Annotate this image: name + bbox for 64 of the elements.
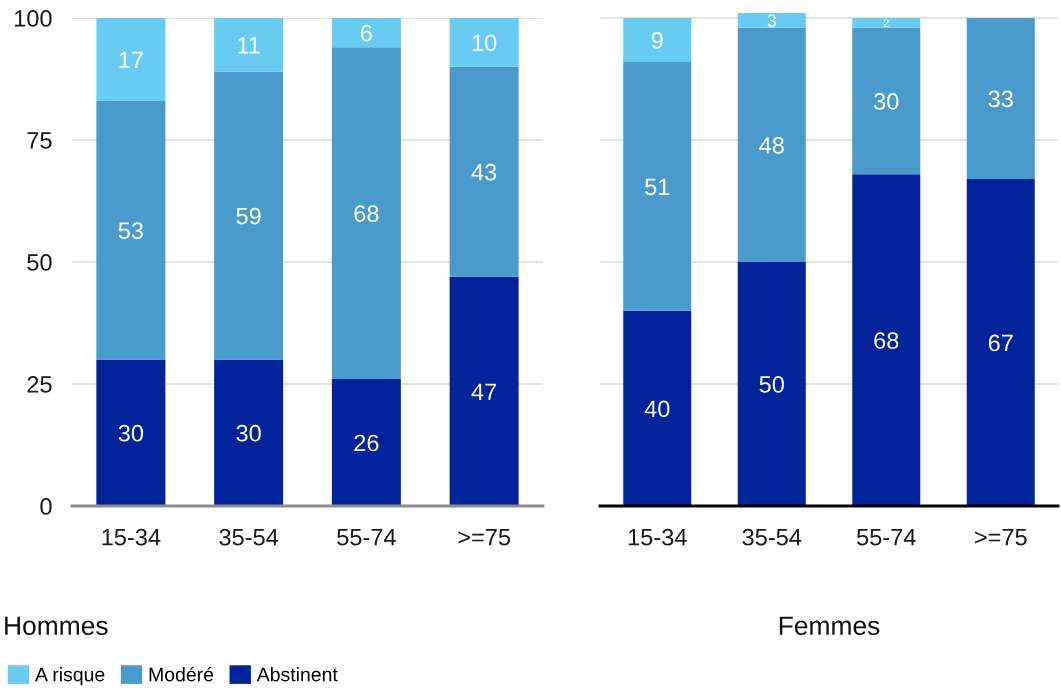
data-label: 6 — [361, 24, 372, 42]
bar — [852, 27, 921, 175]
bar — [331, 47, 401, 380]
data-label: 9 — [651, 32, 663, 49]
y-tick-label: 100 — [14, 10, 52, 27]
data-label: 51 — [645, 178, 670, 196]
bar — [96, 359, 166, 506]
bar — [852, 18, 921, 28]
data-label: 53 — [118, 222, 143, 240]
data-label: 30 — [874, 93, 899, 110]
data-label: 48 — [759, 136, 784, 154]
bar — [737, 27, 806, 262]
data-label: 33 — [988, 90, 1013, 108]
x-tick-label: 15-34 — [102, 528, 161, 546]
bar — [623, 61, 692, 311]
data-label: 26 — [354, 434, 379, 452]
bar — [449, 276, 519, 506]
bar — [214, 71, 284, 360]
data-label: 3 — [767, 14, 776, 27]
bar — [966, 179, 1035, 506]
x-tick-label: 35-54 — [742, 528, 802, 546]
data-label: 10 — [472, 34, 497, 52]
data-label: 50 — [759, 376, 784, 393]
data-label: 17 — [119, 51, 143, 69]
x-tick-label: 35-54 — [219, 528, 279, 546]
data-label: 2 — [883, 19, 889, 27]
text: Femmes — [779, 616, 880, 636]
data-label: 68 — [874, 332, 899, 349]
data-label: 30 — [236, 424, 261, 442]
x-tick-label: >=75 — [458, 529, 511, 546]
bar — [966, 18, 1035, 180]
data-label: 68 — [354, 205, 379, 222]
bar — [449, 66, 519, 277]
bar — [214, 18, 284, 72]
legend-label: Modéré — [149, 666, 214, 682]
data-label: 59 — [236, 207, 261, 225]
y-tick-label: 0 — [40, 498, 52, 515]
data-label: 43 — [471, 163, 497, 181]
data-label: 67 — [988, 334, 1013, 352]
bar — [852, 174, 921, 506]
x-tick-label: >=75 — [975, 529, 1027, 546]
data-label: 47 — [471, 383, 497, 400]
x-tick-label: 55-74 — [337, 529, 396, 546]
data-label: 30 — [118, 424, 144, 442]
bar — [331, 18, 401, 48]
legend-label: A risque — [35, 667, 105, 686]
y-tick-label: 25 — [27, 376, 52, 393]
bar — [623, 18, 692, 62]
bar — [623, 310, 692, 506]
bar — [737, 262, 806, 506]
data-label: 40 — [644, 400, 670, 418]
x-tick-label: 15-34 — [628, 528, 687, 546]
bar — [96, 18, 166, 101]
bar — [737, 13, 806, 28]
x-tick-label: 55-74 — [857, 529, 916, 546]
bar — [96, 100, 166, 360]
text: Hommes — [5, 616, 108, 636]
legend-label: Abstinent — [256, 667, 338, 682]
bar — [214, 359, 284, 506]
y-tick-label: 75 — [27, 132, 52, 149]
bar — [331, 379, 401, 506]
bar — [449, 18, 519, 67]
y-tick-label: 50 — [27, 254, 52, 271]
data-label: 11 — [238, 37, 260, 54]
